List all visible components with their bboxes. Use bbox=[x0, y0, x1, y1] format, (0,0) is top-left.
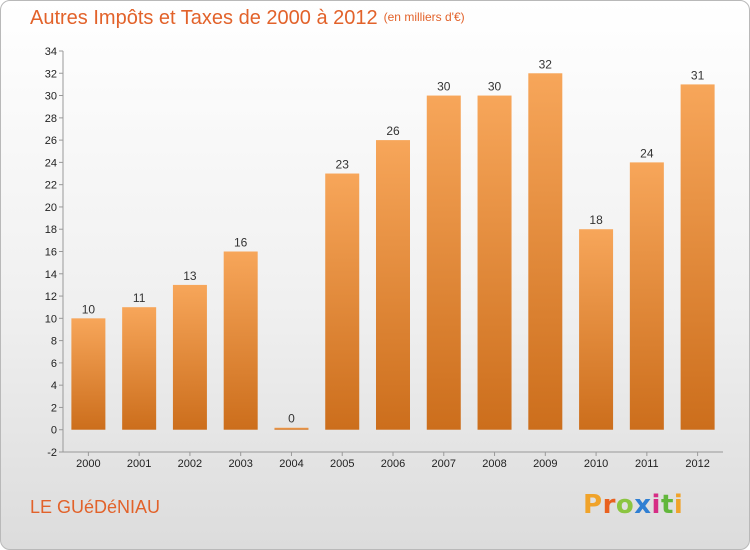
location-label: LE GUéDéNIAU bbox=[30, 497, 161, 517]
y-tick-label: 14 bbox=[45, 269, 57, 281]
x-tick-label: 2003 bbox=[228, 458, 252, 470]
x-tick-label: 2002 bbox=[178, 458, 202, 470]
y-tick-label: 2 bbox=[51, 402, 57, 414]
y-tick-label: 30 bbox=[45, 91, 57, 103]
chart-title-text: Autres Impôts et Taxes de 2000 à 2012 bbox=[30, 7, 378, 29]
proxiti-logo: Proxiti bbox=[583, 490, 683, 520]
bar-2008 bbox=[477, 95, 512, 430]
x-tick-label: 2001 bbox=[127, 458, 151, 470]
x-tick-label: 2006 bbox=[381, 458, 405, 470]
chart-subtitle: (en milliers d'€) bbox=[383, 10, 465, 24]
logo-letter: i bbox=[673, 490, 684, 520]
logo-letter: t bbox=[660, 490, 674, 520]
x-tick-label: 2004 bbox=[279, 458, 303, 470]
x-tick-label: 2008 bbox=[482, 458, 506, 470]
y-tick-label: 16 bbox=[45, 247, 57, 259]
x-tick-label: 2009 bbox=[533, 458, 557, 470]
y-tick-label: 8 bbox=[51, 336, 57, 348]
y-tick-label: 12 bbox=[45, 291, 57, 303]
bar-2000 bbox=[71, 318, 106, 430]
y-tick-label: 20 bbox=[45, 202, 57, 214]
x-tick-label: 2012 bbox=[685, 458, 709, 470]
y-tick-label: 24 bbox=[45, 157, 57, 169]
x-tick-label: 2010 bbox=[584, 458, 608, 470]
bar-2010 bbox=[579, 229, 614, 430]
value-label-2005: 23 bbox=[336, 158, 350, 172]
x-tick-label: 2007 bbox=[432, 458, 456, 470]
y-tick-label: 32 bbox=[45, 68, 57, 80]
logo-letter: o bbox=[615, 490, 635, 520]
value-label-2007: 30 bbox=[437, 80, 451, 94]
y-tick-label: 28 bbox=[45, 113, 57, 125]
y-tick-label: 34 bbox=[45, 46, 57, 58]
logo-letter: r bbox=[602, 490, 616, 520]
bar-2011 bbox=[629, 162, 664, 430]
y-tick-label: 0 bbox=[51, 425, 57, 437]
value-label-2000: 10 bbox=[82, 302, 96, 316]
logo-letter: i bbox=[651, 490, 661, 520]
y-tick-label: 26 bbox=[45, 135, 57, 147]
chart-title: Autres Impôts et Taxes de 2000 à 2012 (en… bbox=[30, 7, 465, 30]
value-label-2003: 16 bbox=[234, 236, 248, 250]
bar-2006 bbox=[376, 140, 410, 430]
bar-2004 bbox=[274, 427, 309, 430]
bar-2012 bbox=[680, 84, 715, 430]
value-label-2002: 13 bbox=[183, 269, 197, 283]
bar-2007 bbox=[426, 95, 461, 430]
logo-letter: P bbox=[583, 490, 603, 520]
value-label-2008: 30 bbox=[488, 80, 502, 94]
bar-2001 bbox=[122, 307, 157, 430]
y-tick-label: 4 bbox=[51, 380, 57, 392]
x-tick-label: 2011 bbox=[635, 458, 659, 470]
y-tick-label: 10 bbox=[45, 313, 57, 325]
value-label-2012: 31 bbox=[691, 68, 705, 82]
bar-2002 bbox=[172, 284, 207, 430]
value-label-2006: 26 bbox=[386, 124, 400, 138]
x-tick-label: 2000 bbox=[76, 458, 100, 470]
x-tick-label: 2005 bbox=[330, 458, 354, 470]
y-tick-label: 18 bbox=[45, 224, 57, 236]
logo-letter: x bbox=[634, 490, 652, 520]
value-label-2001: 11 bbox=[133, 291, 146, 305]
value-label-2011: 24 bbox=[640, 146, 654, 160]
y-tick-label: -2 bbox=[47, 447, 57, 459]
y-tick-label: 6 bbox=[51, 358, 57, 370]
value-label-2009: 32 bbox=[539, 57, 553, 71]
bar-2003 bbox=[223, 251, 258, 430]
bar-2009 bbox=[528, 73, 563, 430]
value-label-2010: 18 bbox=[589, 213, 603, 227]
bar-2005 bbox=[325, 173, 360, 430]
y-tick-label: 22 bbox=[45, 180, 57, 192]
value-label-2004: 0 bbox=[288, 412, 295, 426]
